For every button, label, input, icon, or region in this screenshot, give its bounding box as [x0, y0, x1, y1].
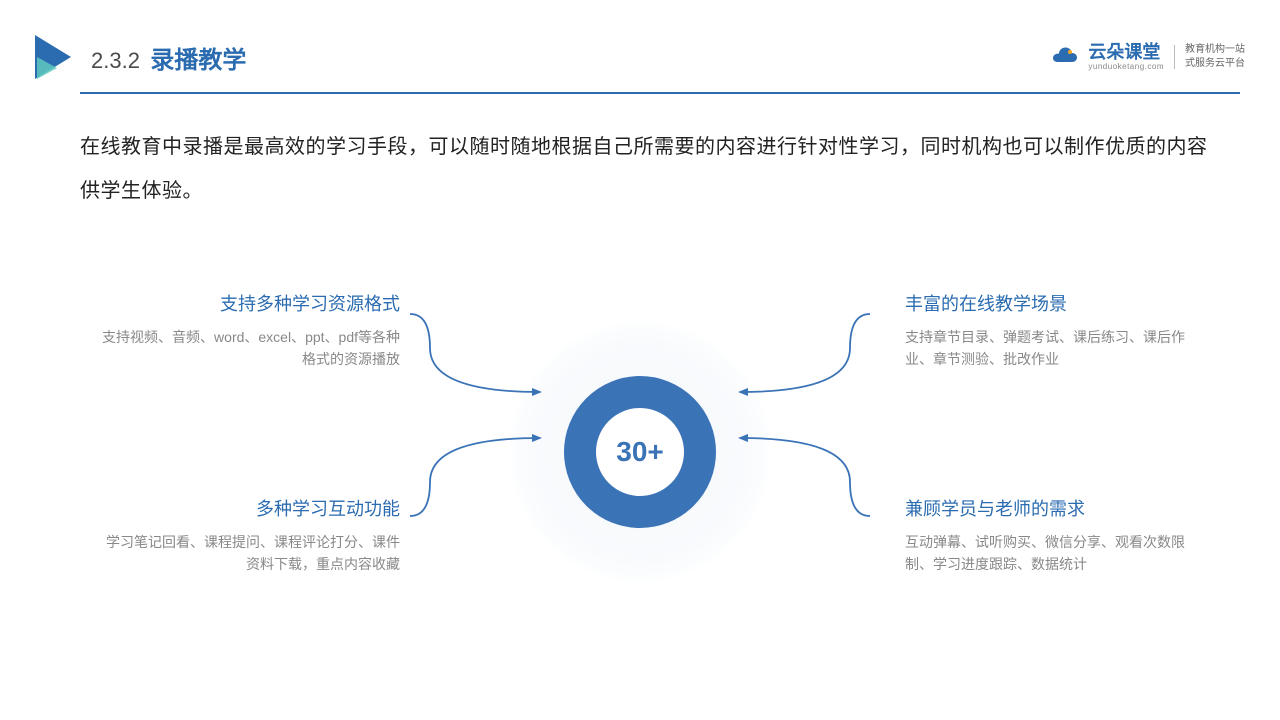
center-label: 30+: [616, 436, 664, 468]
tagline-line1: 教育机构一站: [1185, 43, 1245, 57]
title-group: 2.3.2 录播教学: [35, 35, 246, 79]
logo-text-col: 云朵课堂 yunduoketang.com: [1088, 43, 1164, 72]
play-triangle-icon: [35, 35, 73, 79]
connector-br: [740, 432, 870, 527]
logo-divider: [1174, 45, 1175, 69]
tagline-line2: 式服务云平台: [1185, 57, 1245, 71]
feature-title: 丰富的在线教学场景: [905, 290, 1205, 316]
connector-tl: [410, 308, 540, 403]
logo-text: 云朵课堂: [1088, 43, 1164, 63]
feature-top-left: 支持多种学习资源格式 支持视频、音频、word、excel、ppt、pdf等各种…: [100, 290, 400, 371]
feature-bottom-left: 多种学习互动功能 学习笔记回看、课程提问、课程评论打分、课件资料下载，重点内容收…: [100, 495, 400, 576]
logo-tagline: 教育机构一站 式服务云平台: [1185, 43, 1245, 71]
section-number: 2.3.2: [91, 48, 140, 73]
logo-subtext: yunduoketang.com: [1088, 63, 1164, 72]
center-ring: 30+: [525, 337, 755, 567]
feature-desc: 互动弹幕、试听购买、微信分享、观看次数限制、学习进度跟踪、数据统计: [905, 531, 1205, 576]
feature-top-right: 丰富的在线教学场景 支持章节目录、弹题考试、课后练习、课后作业、章节测验、批改作…: [905, 290, 1205, 371]
slide-header: 2.3.2 录播教学 云朵课堂 yunduoketang.com 教育机构一站 …: [35, 35, 1245, 79]
connector-bl: [410, 432, 540, 527]
header-underline: [80, 92, 1240, 94]
intro-paragraph: 在线教育中录播是最高效的学习手段，可以随时随地根据自己所需要的内容进行针对性学习…: [80, 125, 1220, 213]
feature-desc: 支持视频、音频、word、excel、ppt、pdf等各种格式的资源播放: [100, 326, 400, 371]
section-heading: 2.3.2 录播教学: [91, 40, 246, 75]
section-title: 录播教学: [150, 47, 246, 74]
connector-tr: [740, 308, 870, 403]
feature-diagram: 30+ 支持多种学习资源格式 支持视频、音频、word、excel、ppt、pd…: [0, 270, 1280, 650]
feature-title: 支持多种学习资源格式: [100, 290, 400, 316]
feature-bottom-right: 兼顾学员与老师的需求 互动弹幕、试听购买、微信分享、观看次数限制、学习进度跟踪、…: [905, 495, 1205, 576]
feature-title: 多种学习互动功能: [100, 495, 400, 521]
feature-title: 兼顾学员与老师的需求: [905, 495, 1205, 521]
feature-desc: 支持章节目录、弹题考试、课后练习、课后作业、章节测验、批改作业: [905, 326, 1205, 371]
feature-desc: 学习笔记回看、课程提问、课程评论打分、课件资料下载，重点内容收藏: [100, 531, 400, 576]
brand-logo: 云朵课堂 yunduoketang.com 教育机构一站 式服务云平台: [1050, 43, 1245, 72]
cloud-icon: [1050, 46, 1078, 68]
